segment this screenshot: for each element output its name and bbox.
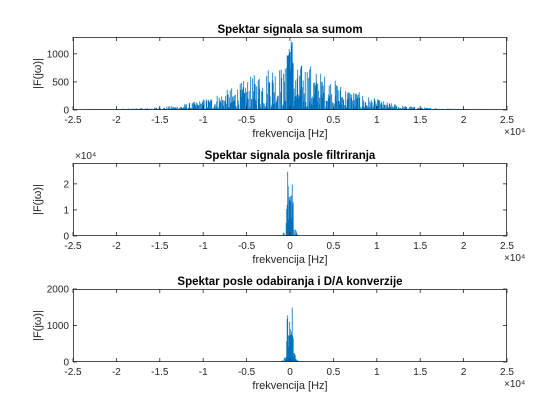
x-tick-label: -0.5 (238, 115, 256, 126)
y-axis-label: |F(jω)| (32, 184, 44, 215)
y-tick-label: 0 (63, 232, 69, 243)
x-tick-label: 2 (461, 241, 467, 252)
x-tick-label: 2 (461, 115, 467, 126)
x-tick-label: 0.5 (326, 241, 340, 252)
y-tick-label: 500 (52, 77, 69, 88)
y-axis-label: |F(jω)| (32, 310, 44, 341)
x-tick-label: 0 (287, 115, 293, 126)
y-tick-label: 1 (63, 205, 69, 216)
x-tick-label: -1 (199, 241, 208, 252)
chart-title: Spektar signala sa sumom (217, 24, 362, 36)
x-axis-multiplier: ×10⁴ (504, 127, 525, 138)
x-tick-label: 1.5 (413, 115, 427, 126)
y-tick-label: 1000 (47, 49, 70, 60)
x-tick-label: -2 (112, 367, 121, 378)
x-tick-label: -2 (112, 115, 121, 126)
x-tick-label: -2.5 (64, 115, 82, 126)
subplot-1: -2.5 -2 -1.5 -1 -0.5 0 0.5 1 1.5 2 2.5 0 500 1000 Spek… (32, 24, 525, 140)
x-tick-label: -2.5 (64, 241, 82, 252)
subplot-2: -2.5 -2 -1.5 -1 -0.5 0 0.5 1 1.5 2 2.5 0 1 2 Spektar s… (32, 150, 525, 266)
x-tick-label: -1 (199, 367, 208, 378)
x-tick-label: -1 (199, 115, 208, 126)
x-tick-label: -1.5 (151, 241, 169, 252)
y-tick-label: 1000 (47, 321, 70, 332)
subplot-3: -2.5 -2 -1.5 -1 -0.5 0 0.5 1 1.5 2 2.5 0 1000 2000 Spe… (32, 276, 525, 392)
y-tick-label: 0 (63, 358, 69, 369)
chart-title: Spektar signala posle filtriranja (205, 150, 376, 162)
x-tick-label: 1 (374, 115, 380, 126)
x-tick-label: -0.5 (238, 241, 256, 252)
x-tick-label: 2.5 (500, 115, 514, 126)
x-tick-label: -2 (112, 241, 121, 252)
y-tick-label: 2 (63, 179, 69, 190)
x-tick-label: -2.5 (64, 367, 82, 378)
x-tick-label: 1 (374, 367, 380, 378)
x-axis-label: frekvencija [Hz] (252, 380, 327, 392)
x-tick-label: 0.5 (326, 367, 340, 378)
x-tick-label: 0.5 (326, 115, 340, 126)
x-axis-multiplier: ×10⁴ (504, 253, 525, 264)
y-axis-multiplier: ×10⁴ (75, 151, 96, 162)
y-axis-label: |F(jω)| (32, 58, 44, 89)
x-axis-label: frekvencija [Hz] (252, 254, 327, 266)
x-tick-label: 1.5 (413, 241, 427, 252)
x-tick-label: 1 (374, 241, 380, 252)
x-tick-label: -0.5 (238, 367, 256, 378)
x-tick-label: 0 (287, 241, 293, 252)
chart-title: Spektar posle odabiranja i D/A konverzij… (177, 276, 402, 288)
y-tick-label: 0 (63, 106, 69, 117)
x-axis-multiplier: ×10⁴ (504, 379, 525, 390)
x-tick-label: 2.5 (500, 241, 514, 252)
x-tick-label: 2.5 (500, 367, 514, 378)
x-tick-label: 0 (287, 367, 293, 378)
x-tick-label: 2 (461, 367, 467, 378)
x-tick-label: 1.5 (413, 367, 427, 378)
x-axis-label: frekvencija [Hz] (252, 128, 327, 140)
x-tick-label: -1.5 (151, 367, 169, 378)
x-tick-label: -1.5 (151, 115, 169, 126)
y-tick-label: 2000 (47, 285, 70, 296)
